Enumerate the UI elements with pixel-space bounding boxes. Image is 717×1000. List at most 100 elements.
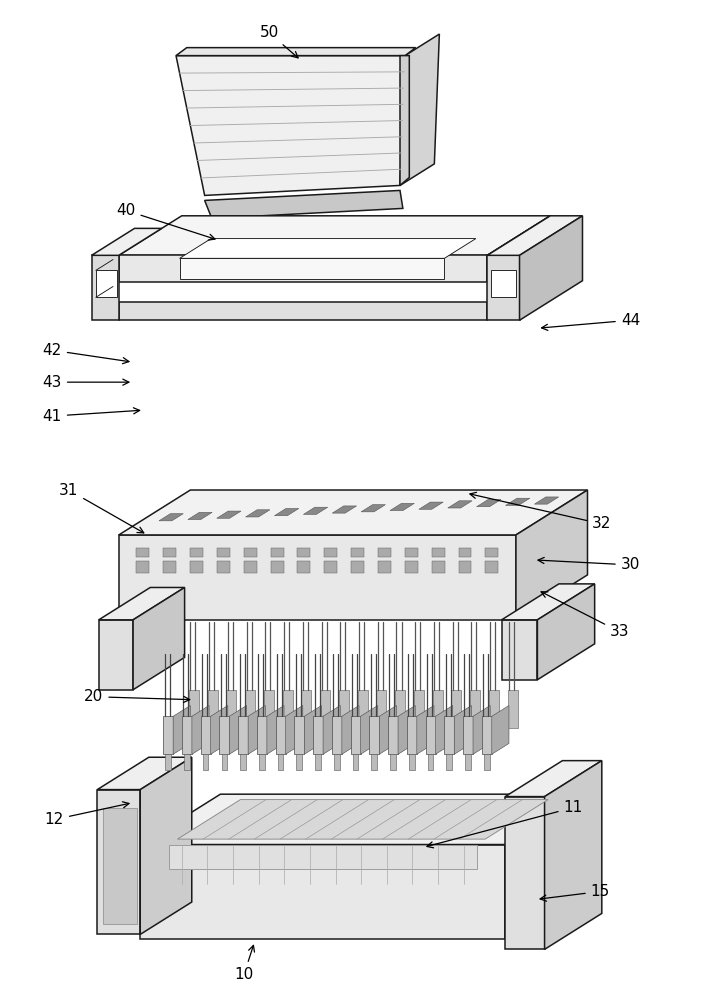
Polygon shape [361, 505, 386, 512]
Polygon shape [485, 548, 498, 557]
Polygon shape [179, 239, 476, 258]
Polygon shape [301, 690, 311, 728]
Polygon shape [189, 690, 199, 728]
Polygon shape [417, 706, 434, 754]
Polygon shape [379, 706, 397, 754]
Polygon shape [177, 800, 548, 839]
Polygon shape [432, 548, 445, 557]
Polygon shape [296, 754, 302, 770]
Polygon shape [99, 587, 184, 620]
Polygon shape [238, 716, 248, 754]
Polygon shape [388, 716, 398, 754]
Polygon shape [240, 754, 246, 770]
Polygon shape [184, 754, 190, 770]
Polygon shape [227, 690, 237, 728]
Polygon shape [488, 216, 550, 282]
Polygon shape [264, 690, 274, 728]
Polygon shape [520, 216, 582, 320]
Polygon shape [270, 548, 283, 557]
Polygon shape [136, 561, 149, 573]
Polygon shape [179, 258, 445, 279]
Polygon shape [463, 716, 473, 754]
Polygon shape [378, 561, 391, 573]
Polygon shape [163, 716, 174, 754]
Polygon shape [361, 706, 378, 754]
Polygon shape [298, 548, 310, 557]
Polygon shape [427, 754, 433, 770]
Polygon shape [190, 561, 203, 573]
Polygon shape [432, 690, 442, 728]
Polygon shape [351, 716, 361, 754]
Polygon shape [92, 255, 119, 320]
Polygon shape [492, 706, 509, 754]
Polygon shape [447, 754, 452, 770]
Polygon shape [405, 548, 418, 557]
Polygon shape [313, 716, 323, 754]
Polygon shape [376, 690, 386, 728]
Text: 30: 30 [538, 557, 640, 572]
Polygon shape [398, 706, 415, 754]
Polygon shape [277, 754, 283, 770]
Polygon shape [244, 561, 257, 573]
Polygon shape [334, 754, 340, 770]
Polygon shape [351, 548, 364, 557]
Polygon shape [295, 716, 304, 754]
Polygon shape [174, 706, 190, 754]
Polygon shape [222, 754, 227, 770]
Polygon shape [371, 754, 377, 770]
Polygon shape [425, 716, 435, 754]
Polygon shape [219, 716, 229, 754]
Polygon shape [324, 548, 337, 557]
Polygon shape [159, 514, 184, 521]
Text: 10: 10 [234, 945, 255, 982]
Text: 31: 31 [59, 483, 144, 533]
Polygon shape [477, 500, 501, 507]
Polygon shape [491, 270, 516, 297]
Polygon shape [502, 584, 594, 620]
Polygon shape [390, 754, 396, 770]
Polygon shape [488, 255, 520, 320]
Polygon shape [119, 535, 516, 620]
Text: 50: 50 [260, 25, 298, 58]
Polygon shape [99, 620, 133, 690]
Polygon shape [119, 490, 587, 535]
Polygon shape [400, 34, 440, 185]
Polygon shape [119, 255, 488, 282]
Polygon shape [246, 510, 270, 517]
Polygon shape [204, 190, 403, 218]
Polygon shape [358, 690, 368, 728]
Polygon shape [534, 497, 559, 504]
Polygon shape [304, 706, 321, 754]
Polygon shape [217, 511, 241, 518]
Text: 12: 12 [44, 802, 129, 827]
Polygon shape [488, 216, 582, 255]
Polygon shape [505, 498, 530, 505]
Polygon shape [275, 716, 285, 754]
Polygon shape [458, 561, 471, 573]
Polygon shape [455, 706, 472, 754]
Polygon shape [119, 302, 488, 320]
Polygon shape [259, 754, 265, 770]
Polygon shape [508, 690, 518, 728]
Polygon shape [451, 690, 461, 728]
Text: 41: 41 [42, 408, 140, 424]
Polygon shape [435, 706, 452, 754]
Polygon shape [339, 690, 349, 728]
Polygon shape [270, 561, 283, 573]
Polygon shape [473, 706, 490, 754]
Polygon shape [538, 584, 594, 680]
Polygon shape [267, 706, 284, 754]
Polygon shape [98, 757, 191, 790]
Polygon shape [458, 548, 471, 557]
Polygon shape [169, 845, 477, 869]
Polygon shape [414, 690, 424, 728]
Polygon shape [405, 561, 418, 573]
Polygon shape [92, 228, 162, 255]
Polygon shape [353, 754, 358, 770]
Polygon shape [141, 845, 505, 939]
Polygon shape [119, 216, 550, 255]
Polygon shape [445, 716, 455, 754]
Polygon shape [244, 548, 257, 557]
Polygon shape [141, 757, 191, 934]
Polygon shape [208, 690, 218, 728]
